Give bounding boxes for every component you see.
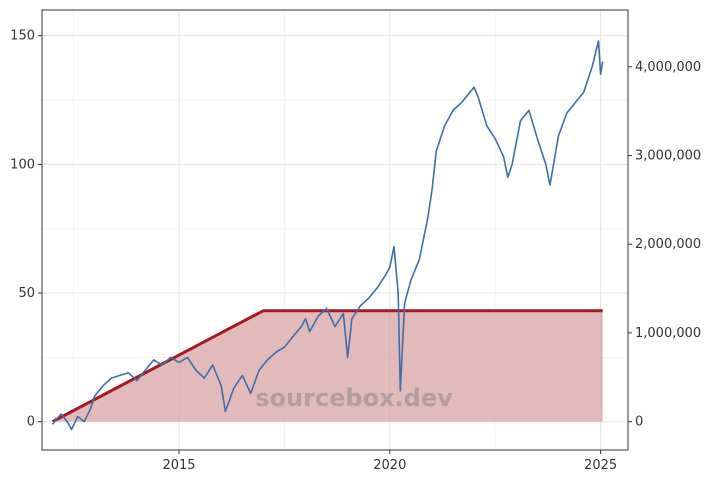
x-tick-label: 2025 xyxy=(584,458,617,473)
y2-tick-label: 0 xyxy=(635,415,643,430)
y2-tick-label: 1,000,000 xyxy=(635,326,701,341)
invested-area-layer xyxy=(51,309,603,423)
watermark: sourcebox.dev xyxy=(255,384,453,412)
x-tick-label: 2015 xyxy=(162,458,195,473)
y-tick-label: 0 xyxy=(27,415,35,430)
price-line-layer xyxy=(51,40,604,431)
price-line xyxy=(51,40,604,431)
y2-tick-label: 4,000,000 xyxy=(635,60,701,75)
plot-border xyxy=(41,9,629,451)
x-tick-label: 2020 xyxy=(373,458,406,473)
invested-area xyxy=(52,310,603,422)
y-tick-label: 100 xyxy=(10,157,35,172)
y-tick-label: 150 xyxy=(10,29,35,44)
y2-tick-label: 3,000,000 xyxy=(635,148,701,163)
invested-line xyxy=(51,309,603,423)
y-tick-label: 50 xyxy=(18,286,35,301)
axes: 0 50 100 150 0 1,000,000 2,000,000 3,000,000 4,0… xyxy=(10,29,701,473)
y2-tick-label: 2,000,000 xyxy=(635,237,701,252)
